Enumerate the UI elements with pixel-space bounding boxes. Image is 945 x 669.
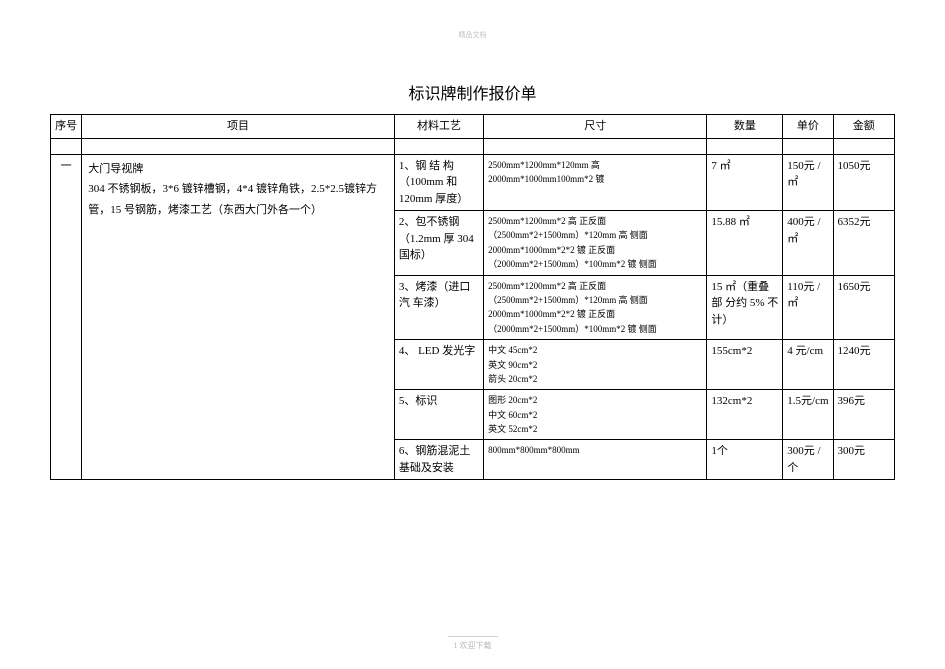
col-size: 尺寸 <box>484 115 707 139</box>
size-line: 2500mm*1200mm*2 高 正反面 <box>488 214 702 228</box>
cell-amount: 396元 <box>833 390 894 440</box>
col-qty: 数量 <box>707 115 783 139</box>
page-title: 标识牌制作报价单 <box>50 80 895 104</box>
size-line: 2000mm*1000mm100mm*2 镀 <box>488 172 702 186</box>
size-line: 英文 90cm*2 <box>488 358 702 372</box>
table-header-row: 序号 项目 材料工艺 尺寸 数量 单价 金额 <box>51 115 895 139</box>
cell-material: 2、包不锈钢（1.2mm 厚 304 国标） <box>394 211 483 276</box>
cell-size: 中文 45cm*2 英文 90cm*2 箭头 20cm*2 <box>484 340 707 390</box>
col-material: 材料工艺 <box>394 115 483 139</box>
col-item: 项目 <box>82 115 395 139</box>
cell-price: 300元 /个 <box>783 440 833 480</box>
cell-material: 5、标识 <box>394 390 483 440</box>
footer-page: 1 <box>454 641 458 650</box>
size-line: 2500mm*1200mm*120mm 高 <box>488 158 702 172</box>
cell-material: 4、 LED 发光字 <box>394 340 483 390</box>
cell-qty: 7 ㎡ <box>707 154 783 211</box>
page-footer: 1 欢迎下载 <box>0 636 945 651</box>
cell-size: 2500mm*1200mm*2 高 正反面 （2500mm*2+1500mm）*… <box>484 275 707 340</box>
quotation-table: 序号 项目 材料工艺 尺寸 数量 单价 金额 一 大门导视牌 304 不锈钢板，… <box>50 114 895 480</box>
cell-qty: 132cm*2 <box>707 390 783 440</box>
size-line: 中文 45cm*2 <box>488 343 702 357</box>
item-title: 大门导视牌 <box>88 159 388 180</box>
size-line: 中文 60cm*2 <box>488 408 702 422</box>
cell-qty: 15 ㎡（重叠 部 分约 5% 不计） <box>707 275 783 340</box>
table-empty-row <box>51 138 895 154</box>
size-line: 2000mm*1000mm*2*2 镀 正反面 <box>488 243 702 257</box>
size-line: 图形 20cm*2 <box>488 393 702 407</box>
size-line: 箭头 20cm*2 <box>488 372 702 386</box>
cell-material: 1、钢 结 构（100mm 和 120mm 厚度） <box>394 154 483 211</box>
table-row: 一 大门导视牌 304 不锈钢板，3*6 镀锌槽钢，4*4 镀锌角铁，2.5*2… <box>51 154 895 211</box>
cell-size: 图形 20cm*2 中文 60cm*2 英文 52cm*2 <box>484 390 707 440</box>
col-amount: 金额 <box>833 115 894 139</box>
cell-amount: 300元 <box>833 440 894 480</box>
cell-amount: 1240元 <box>833 340 894 390</box>
cell-price: 150元 /㎡ <box>783 154 833 211</box>
cell-material: 6、钢筋混泥土基础及安装 <box>394 440 483 480</box>
cell-size: 2500mm*1200mm*120mm 高 2000mm*1000mm100mm… <box>484 154 707 211</box>
cell-amount: 1650元 <box>833 275 894 340</box>
size-line: 2500mm*1200mm*2 高 正反面 <box>488 279 702 293</box>
col-price: 单价 <box>783 115 833 139</box>
cell-material: 3、烤漆（进口 汽 车漆） <box>394 275 483 340</box>
size-line: （2000mm*2+1500mm）*100mm*2 镀 侧面 <box>488 257 702 271</box>
cell-price: 1.5元/cm <box>783 390 833 440</box>
size-line: 2000mm*1000mm*2*2 镀 正反面 <box>488 307 702 321</box>
cell-qty: 1个 <box>707 440 783 480</box>
header-watermark: 精品文档 <box>50 30 895 40</box>
size-line: （2000mm*2+1500mm）*100mm*2 镀 侧面 <box>488 322 702 336</box>
cell-price: 400元 /㎡ <box>783 211 833 276</box>
cell-seq: 一 <box>51 154 82 480</box>
size-line: 英文 52cm*2 <box>488 422 702 436</box>
cell-item: 大门导视牌 304 不锈钢板，3*6 镀锌槽钢，4*4 镀锌角铁，2.5*2.5… <box>82 154 395 480</box>
size-line: （2500mm*2+1500mm）*120mm 高 侧面 <box>488 228 702 242</box>
cell-size: 2500mm*1200mm*2 高 正反面 （2500mm*2+1500mm）*… <box>484 211 707 276</box>
size-line: 800mm*800mm*800mm <box>488 443 702 457</box>
cell-qty: 155cm*2 <box>707 340 783 390</box>
cell-price: 4 元/cm <box>783 340 833 390</box>
footer-text: 欢迎下载 <box>460 641 492 650</box>
col-seq: 序号 <box>51 115 82 139</box>
cell-qty: 15.88 ㎡ <box>707 211 783 276</box>
cell-amount: 1050元 <box>833 154 894 211</box>
cell-price: 110元 /㎡ <box>783 275 833 340</box>
cell-size: 800mm*800mm*800mm <box>484 440 707 480</box>
size-line: （2500mm*2+1500mm）*120mm 高 侧面 <box>488 293 702 307</box>
item-desc: 304 不锈钢板，3*6 镀锌槽钢，4*4 镀锌角铁，2.5*2.5镀锌方管，1… <box>88 179 388 221</box>
cell-amount: 6352元 <box>833 211 894 276</box>
